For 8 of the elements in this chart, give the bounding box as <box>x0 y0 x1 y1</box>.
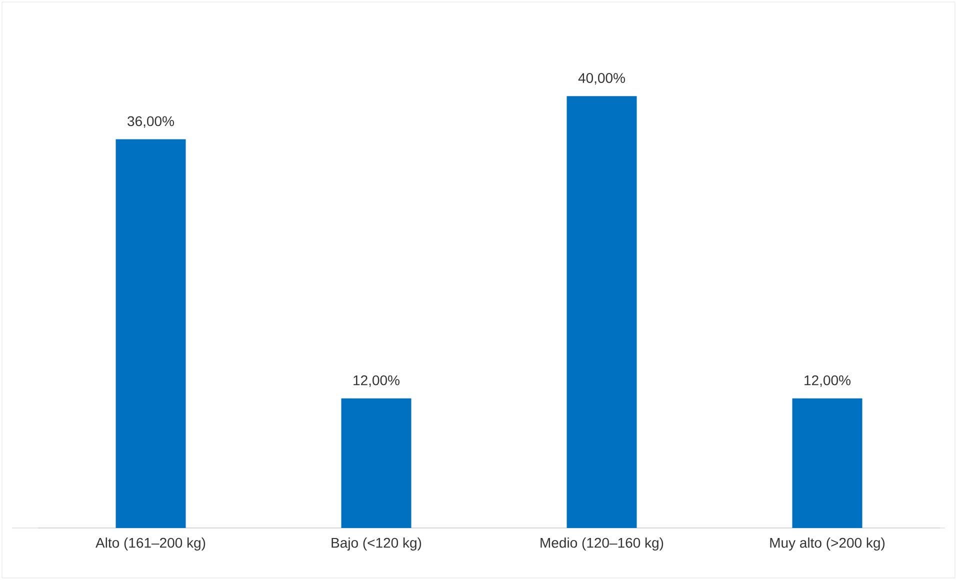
x-tick-label: Alto (161–200 kg) <box>96 538 206 551</box>
data-label: 12,00% <box>804 375 850 387</box>
data-label: 40,00% <box>578 73 625 85</box>
data-label: 12,00% <box>354 375 400 387</box>
x-tick-label: Bajo (<120 kg) <box>332 538 422 551</box>
data-label: 36,00% <box>128 116 174 128</box>
x-tick-label: Medio (120–160 kg) <box>540 538 664 551</box>
x-tick-label: Muy alto (>200 kg) <box>770 538 885 551</box>
